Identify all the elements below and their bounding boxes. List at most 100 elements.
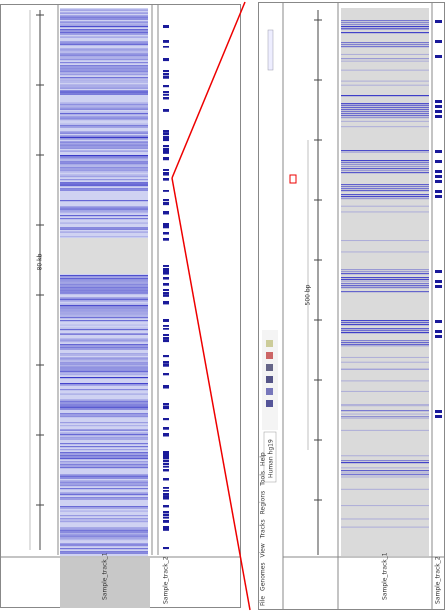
menu-item[interactable]: Tracks <box>260 519 267 539</box>
stripe <box>60 432 148 434</box>
feature <box>163 457 169 460</box>
feature <box>163 337 169 340</box>
stripe <box>60 278 148 280</box>
stripe <box>60 36 148 38</box>
feature <box>163 289 169 292</box>
toolbar-icon[interactable] <box>266 376 273 383</box>
stripe <box>60 530 148 532</box>
feature <box>163 427 169 430</box>
stripe <box>60 207 148 209</box>
toolbar-icon[interactable] <box>266 400 273 407</box>
stripe <box>60 24 148 26</box>
menu-item[interactable]: Tools <box>260 471 267 487</box>
stripe <box>60 33 148 35</box>
stripe <box>60 77 148 79</box>
stripe <box>60 353 148 355</box>
stripe <box>341 281 429 283</box>
menu-item[interactable]: Regions <box>260 491 267 515</box>
toolbar-icon[interactable] <box>266 388 273 395</box>
stripe <box>60 492 148 494</box>
stripe <box>341 115 429 117</box>
stripe <box>60 291 148 293</box>
menu-item[interactable]: Genomes <box>260 562 267 590</box>
stripe <box>341 279 429 281</box>
stripe <box>60 135 148 137</box>
stripe <box>341 416 429 418</box>
stripe <box>60 527 148 529</box>
toolbar-icon[interactable] <box>266 340 273 347</box>
stripe <box>60 497 148 499</box>
stripe <box>60 50 148 52</box>
stripe <box>60 114 148 116</box>
stripe <box>60 359 148 361</box>
feature-track <box>162 8 170 556</box>
stripe <box>60 210 148 212</box>
feature <box>435 285 442 288</box>
toolbar-icon[interactable] <box>266 364 273 371</box>
menu-item[interactable]: View <box>260 543 267 557</box>
stripe <box>60 288 148 290</box>
feature <box>163 130 169 133</box>
stripe <box>341 46 429 48</box>
feature <box>163 301 169 305</box>
stripe <box>60 107 148 109</box>
stripe <box>341 342 429 344</box>
stripe <box>341 24 429 26</box>
stripe <box>60 533 148 535</box>
stripe <box>60 483 148 485</box>
stripe <box>60 341 148 343</box>
feature <box>163 460 169 463</box>
feature <box>435 160 442 163</box>
stripe <box>60 371 148 373</box>
stripe <box>60 69 148 71</box>
stripe <box>60 65 148 67</box>
feature <box>163 295 169 297</box>
stripe <box>341 29 429 31</box>
menu-item[interactable]: File <box>260 596 267 606</box>
stripe <box>60 206 148 208</box>
feature <box>435 190 442 193</box>
feature <box>163 418 169 421</box>
stripe <box>341 361 429 363</box>
feature <box>163 277 169 280</box>
genome-box[interactable] <box>263 431 277 483</box>
stripe <box>60 51 148 53</box>
gap-region <box>60 238 148 274</box>
feature <box>163 226 169 229</box>
stripe <box>60 384 148 386</box>
stripe <box>60 407 148 409</box>
feature <box>163 46 169 48</box>
feature <box>163 334 169 337</box>
stripe <box>60 536 148 538</box>
stripe <box>60 476 148 478</box>
menu-item[interactable]: Help <box>260 452 267 466</box>
feature <box>163 283 169 286</box>
stripe <box>60 552 148 554</box>
zoom-slider[interactable] <box>267 29 274 71</box>
stripe <box>60 167 148 169</box>
stripe <box>60 455 148 457</box>
stripe <box>60 279 148 281</box>
stripe <box>60 137 148 139</box>
genome-label: Human hg19 <box>268 439 275 478</box>
stripe <box>341 405 429 407</box>
stripe <box>341 340 429 342</box>
stripe <box>60 551 148 553</box>
stripe <box>341 184 429 186</box>
stripe <box>60 539 148 541</box>
track-name: Sample_track_2 <box>435 556 442 604</box>
stripe <box>60 215 148 217</box>
stripe <box>60 414 148 416</box>
feature <box>163 364 169 367</box>
feature <box>163 76 169 79</box>
stripe <box>341 196 429 198</box>
stripe <box>60 437 148 439</box>
stripe <box>60 275 148 277</box>
feature <box>163 328 169 330</box>
stripe <box>341 186 429 188</box>
stripe <box>60 317 148 319</box>
stripe <box>341 390 429 392</box>
toolbar-icon[interactable] <box>266 352 273 359</box>
feature <box>163 223 169 227</box>
